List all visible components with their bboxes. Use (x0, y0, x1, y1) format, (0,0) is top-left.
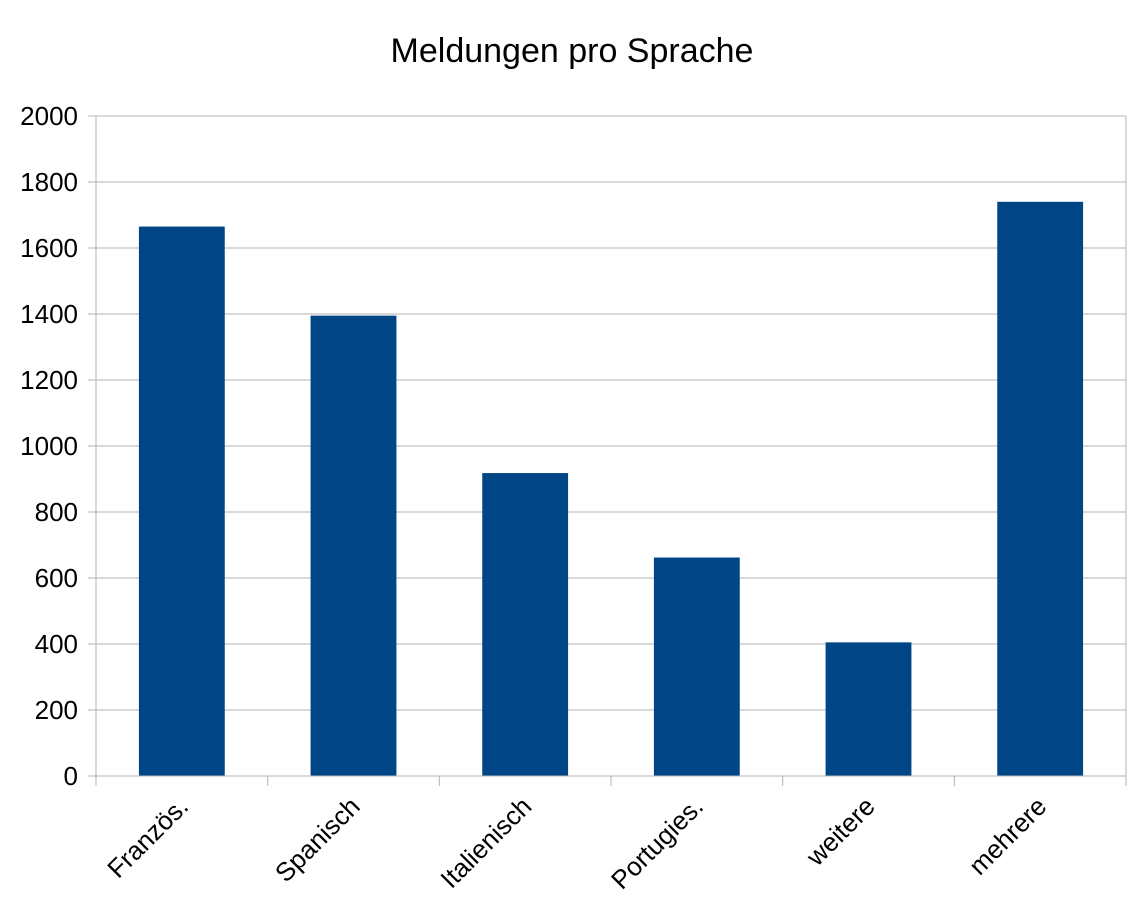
x-tick-label: mehrere (963, 791, 1053, 881)
chart-title: Meldungen pro Sprache (391, 32, 754, 70)
y-tick-label: 400 (35, 629, 78, 659)
y-tick-label: 1800 (20, 167, 78, 197)
x-tick-label: Italienisch (434, 791, 537, 894)
bar (997, 201, 1084, 777)
y-tick-label: 1200 (20, 365, 78, 395)
x-tick-label: Französ. (101, 791, 194, 884)
x-tick-label: weitere (800, 791, 881, 872)
gridlines (96, 115, 1126, 777)
y-tick-label: 2000 (20, 101, 78, 131)
y-tick-label: 1400 (20, 299, 78, 329)
x-tick-label: Spanisch (269, 791, 366, 888)
x-tick-label: Portugies. (605, 791, 709, 895)
bars (138, 201, 1084, 777)
y-tick-label: 200 (35, 695, 78, 725)
bar (138, 226, 225, 777)
y-tick-label: 600 (35, 563, 78, 593)
bar (482, 473, 569, 776)
y-tick-label: 1000 (20, 431, 78, 461)
y-tick-label: 1600 (20, 233, 78, 263)
bar (653, 557, 740, 776)
y-tick-label: 0 (64, 761, 78, 791)
bar (825, 642, 912, 776)
bar (310, 315, 397, 776)
y-tick-label: 800 (35, 497, 78, 527)
x-axis-ticks: Französ. Spanisch Italienisch Portugies. wei… (101, 791, 1052, 895)
axes (88, 115, 1127, 786)
y-axis-ticks: 0 200 400 600 800 1000 1200 1400 1600 1800 2000 (20, 101, 78, 791)
